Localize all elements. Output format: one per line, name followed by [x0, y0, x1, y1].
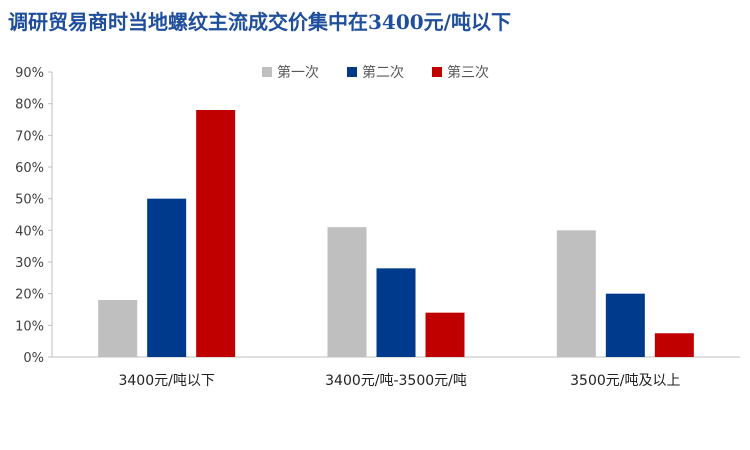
legend-label: 第一次 — [277, 64, 319, 81]
category-label: 3500元/吨及以上 — [570, 373, 680, 389]
bar — [196, 110, 236, 357]
legend-label: 第二次 — [362, 64, 404, 81]
y-tick-label: 90% — [15, 66, 44, 81]
legend-swatch — [262, 67, 272, 77]
chart-title: 调研贸易商时当地螺纹主流成交价集中在3400元/吨以下 — [8, 10, 511, 34]
y-tick-label: 30% — [15, 256, 44, 271]
category-label: 3400元/吨-3500元/吨 — [325, 373, 467, 389]
legend-label: 第三次 — [447, 64, 489, 81]
bar — [327, 227, 367, 357]
legend-swatch — [432, 67, 442, 77]
bar — [147, 198, 187, 357]
y-tick-label: 70% — [15, 129, 44, 144]
category-label: 3400元/吨以下 — [118, 373, 214, 389]
bar — [98, 300, 138, 357]
y-tick-label: 0% — [23, 351, 44, 366]
y-tick-label: 80% — [15, 98, 44, 113]
y-tick-label: 10% — [15, 319, 44, 334]
bar — [556, 230, 596, 357]
y-tick-label: 40% — [15, 224, 44, 239]
bar — [654, 333, 694, 357]
y-tick-label: 50% — [15, 193, 44, 208]
bar — [605, 293, 645, 357]
bar — [425, 312, 465, 357]
y-tick-label: 60% — [15, 161, 44, 176]
bar — [376, 268, 416, 357]
legend-swatch — [347, 67, 357, 77]
y-tick-label: 20% — [15, 288, 44, 303]
